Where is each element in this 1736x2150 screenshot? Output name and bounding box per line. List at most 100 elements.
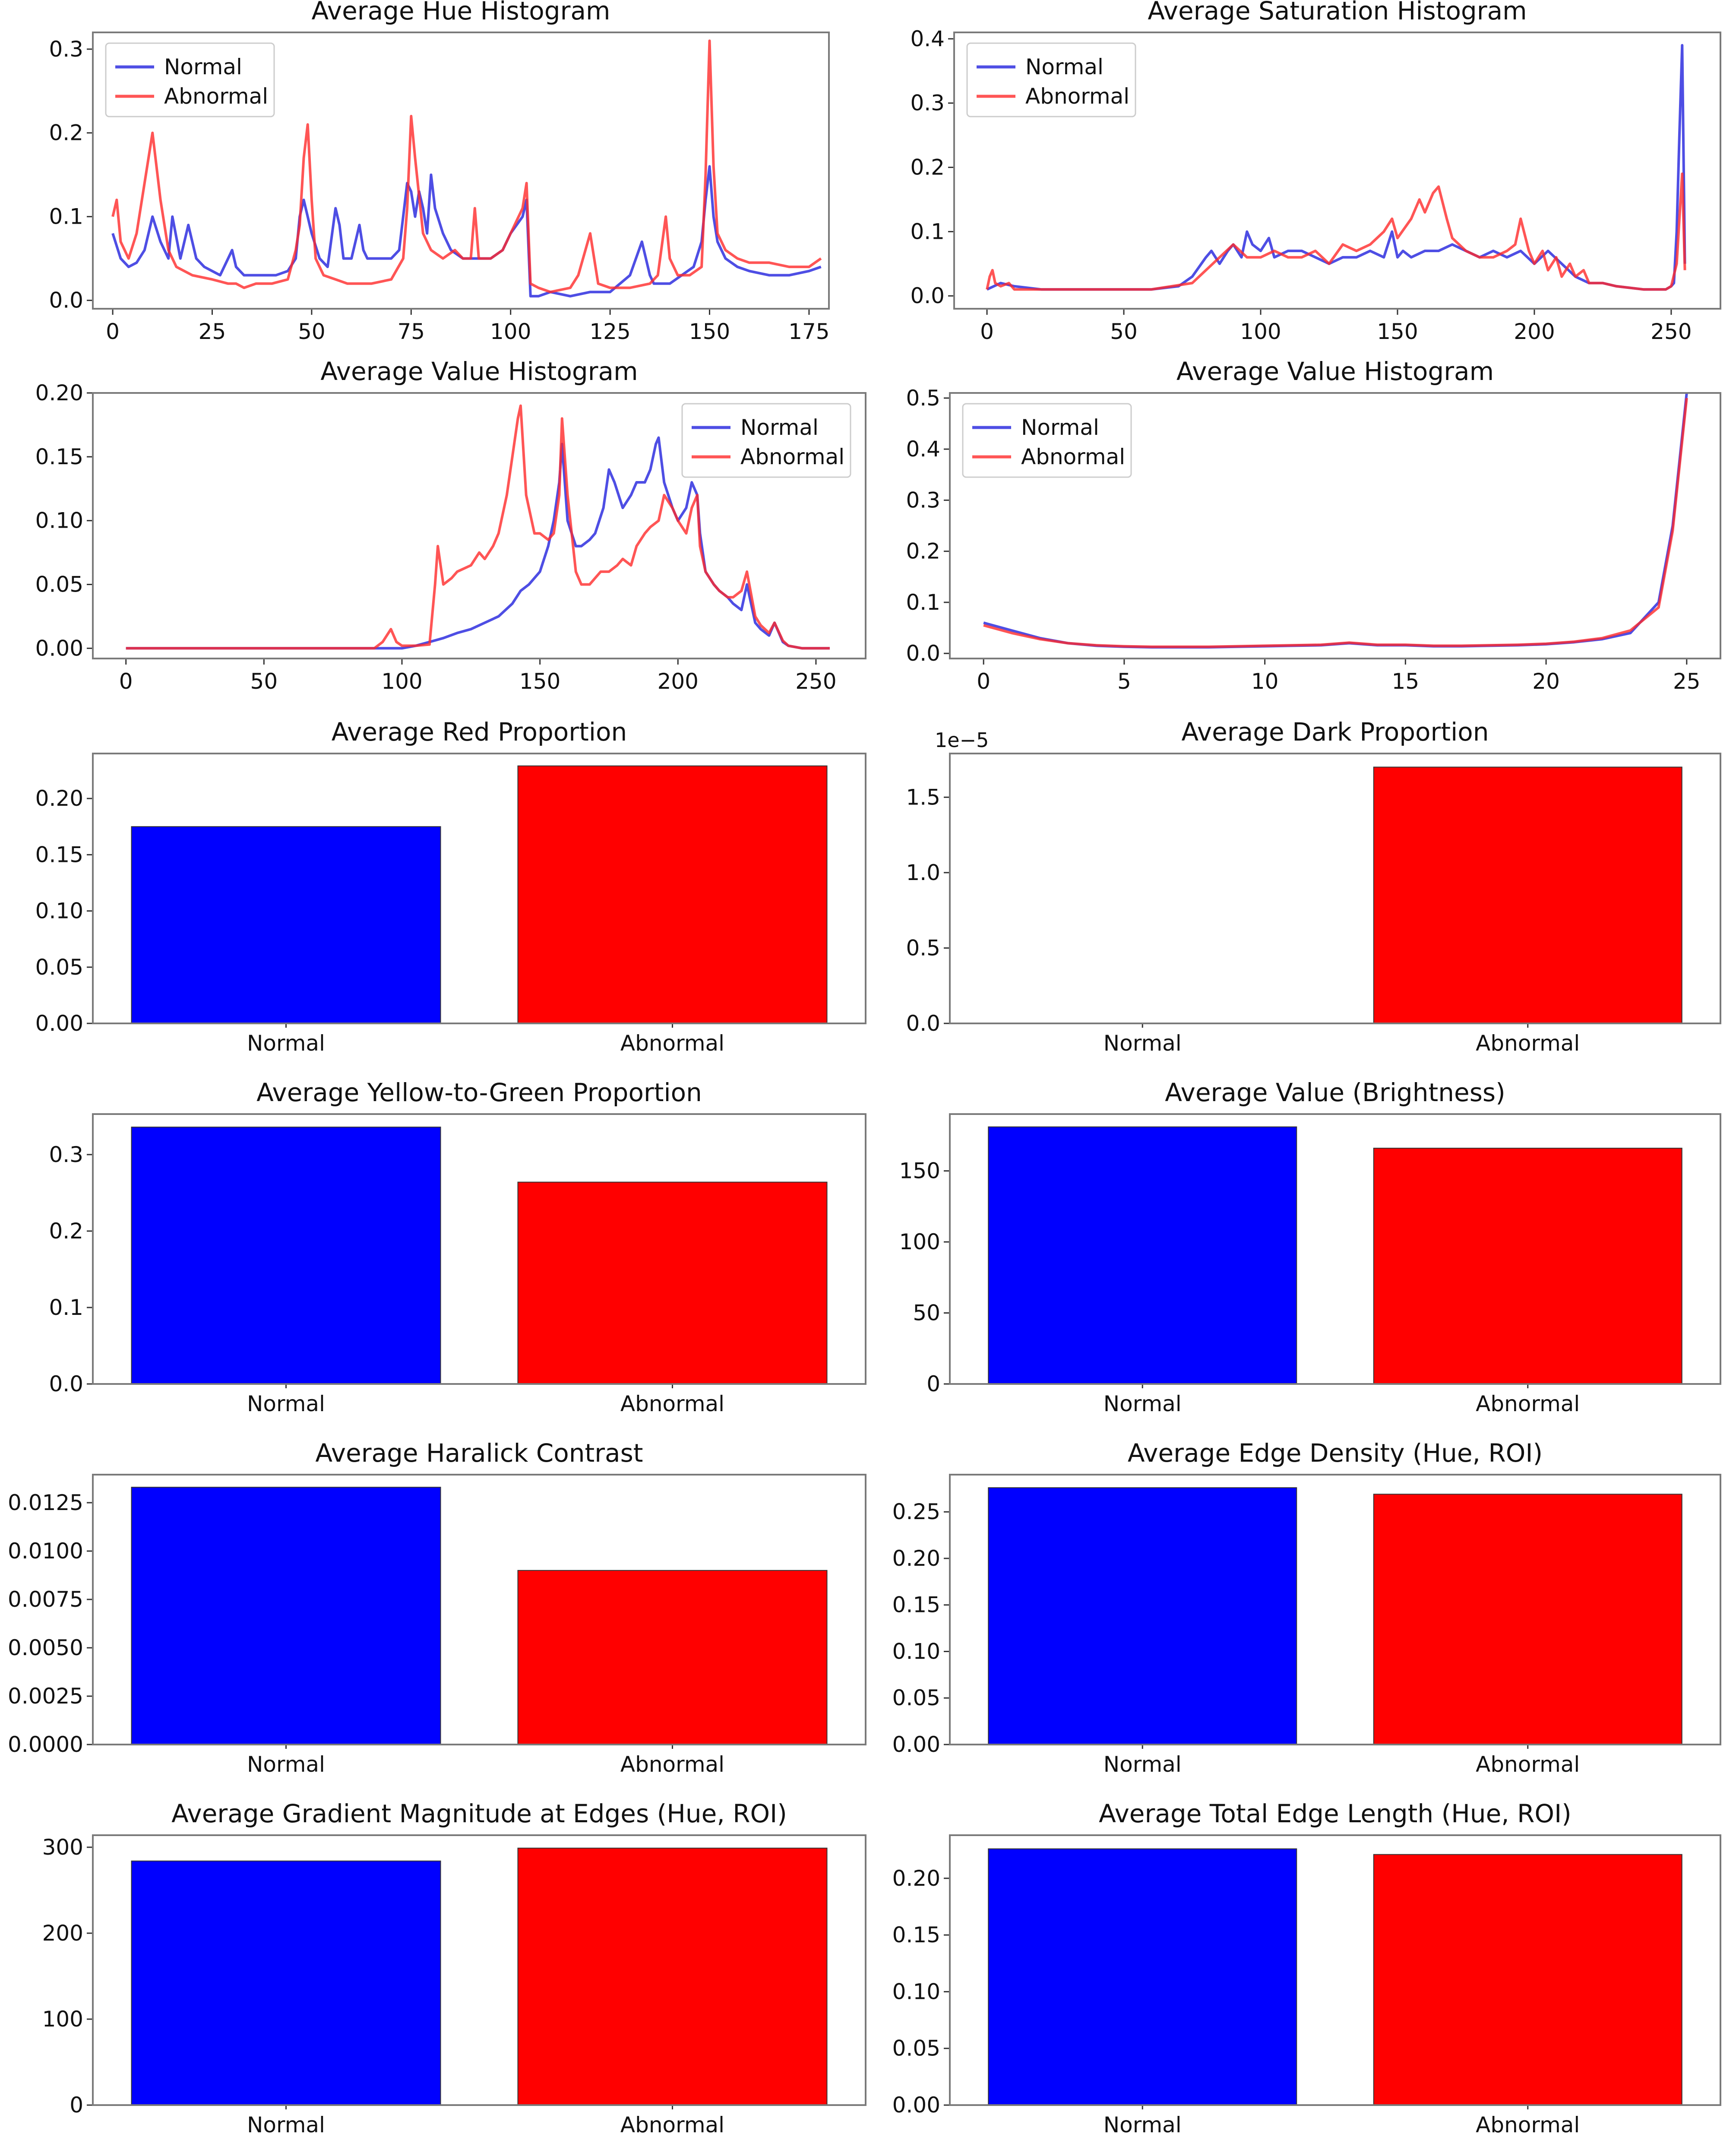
y-tick-label: 0.15 xyxy=(35,444,83,469)
plot-frame xyxy=(949,753,1721,1024)
plot-frame xyxy=(949,1474,1721,1745)
y-tick-label: 0.0025 xyxy=(8,1684,83,1709)
y-tick-label: 0.20 xyxy=(892,1866,940,1891)
y-tick-label: 0.0 xyxy=(910,283,945,308)
x-tick-label: 5 xyxy=(1117,669,1131,694)
bar-abnormal xyxy=(1373,766,1682,1024)
chart-ytg_prop: Average Yellow-to-Green Proportion 0.0 0.1… xyxy=(49,1078,866,1416)
y-tick-label: 0.00 xyxy=(892,2093,940,2118)
x-tick-label: 0 xyxy=(977,669,990,694)
x-tick-label: 20 xyxy=(1532,669,1560,694)
category-label: Abnormal xyxy=(1476,1391,1580,1416)
x-tick-label: 25 xyxy=(199,319,226,344)
chart-title: Average Value Histogram xyxy=(1176,357,1494,386)
chart-title: Average Saturation Histogram xyxy=(1148,0,1527,25)
category-label: Abnormal xyxy=(620,1031,724,1056)
x-tick-label: 0 xyxy=(980,319,994,344)
x-tick-label: 50 xyxy=(298,319,326,344)
y-tick-label: 0.1 xyxy=(906,590,940,615)
y-tick-label: 0.0100 xyxy=(8,1539,83,1564)
chart-gradient_mag: Average Gradient Magnitude at Edges (Hue… xyxy=(42,1799,866,2137)
chart-title: Average Red Proportion xyxy=(332,717,627,747)
chart-val_hist_256: Average Value Histogram 0.00 0.05 0.10 0.15 0… xyxy=(35,357,866,694)
y-tick-label: 0.3 xyxy=(49,1142,83,1167)
y-tick-label: 0 xyxy=(926,1371,940,1396)
y-tick-label: 0.00 xyxy=(35,636,83,661)
bar-abnormal xyxy=(517,1847,828,2106)
legend xyxy=(681,403,851,478)
bar-abnormal xyxy=(517,1181,828,1384)
plot-frame xyxy=(92,392,866,659)
y-tick-label: 0.05 xyxy=(35,955,83,980)
chart-title: Average Yellow-to-Green Proportion xyxy=(256,1078,702,1107)
y-tick-label: 0.3 xyxy=(906,488,940,513)
category-label: Normal xyxy=(247,1752,325,1777)
category-label: Normal xyxy=(247,1031,325,1056)
y-tick-label: 0.25 xyxy=(892,1499,940,1524)
chart-title: Average Haralick Contrast xyxy=(315,1438,643,1468)
y-tick-label: 0.10 xyxy=(892,1639,940,1664)
x-tick-label: 15 xyxy=(1392,669,1420,694)
y-tick-label: 100 xyxy=(42,2007,83,2032)
plot-frame xyxy=(949,392,1721,659)
y-tick-label: 0.1 xyxy=(49,1295,83,1320)
y-tick-label: 0.10 xyxy=(892,1979,940,2004)
y-tick-label: 0.05 xyxy=(35,572,83,597)
chart-brightness: Average Value (Brightness) 0 50 100 150 Norma… xyxy=(899,1078,1721,1416)
chart-title: Average Value (Brightness) xyxy=(1165,1078,1505,1107)
legend-label: Abnormal xyxy=(740,444,844,469)
chart-red_prop: Average Red Proportion 0.00 0.05 0.10 0.15 0.… xyxy=(35,717,866,1056)
bar-abnormal xyxy=(1373,1147,1682,1384)
series-line-abnormal xyxy=(126,404,830,650)
y-tick-label: 0.2 xyxy=(49,120,83,146)
category-label: Normal xyxy=(1104,1391,1182,1416)
x-tick-label: 50 xyxy=(1110,319,1138,344)
bar-normal xyxy=(131,1860,441,2106)
x-tick-label: 125 xyxy=(589,319,630,344)
legend-label: Normal xyxy=(164,54,242,79)
series-line-abnormal xyxy=(111,39,822,294)
y-tick-label: 0.10 xyxy=(35,899,83,924)
y-tick-label: 300 xyxy=(42,1835,83,1860)
plot-frame xyxy=(949,1834,1721,2106)
y-tick-label: 0.0 xyxy=(49,1371,83,1396)
category-label: Abnormal xyxy=(1476,2112,1580,2137)
y-tick-label: 0.00 xyxy=(35,1011,83,1036)
y-tick-label: 0.0000 xyxy=(8,1732,83,1757)
legend xyxy=(966,42,1136,117)
y-tick-label: 0.2 xyxy=(49,1219,83,1244)
category-label: Abnormal xyxy=(1476,1031,1580,1056)
y-tick-label: 0.0050 xyxy=(8,1635,83,1660)
chart-title: Average Total Edge Length (Hue, ROI) xyxy=(1099,1799,1572,1828)
category-label: Abnormal xyxy=(620,1752,724,1777)
series-line-normal xyxy=(111,165,822,298)
y-tick-label: 0.2 xyxy=(906,539,940,564)
y-tick-label: 0.15 xyxy=(35,842,83,867)
y-tick-label: 0.15 xyxy=(892,1593,940,1618)
chart-sat_hist: Average Saturation Histogram 0.0 0.1 0.2 0.3… xyxy=(910,0,1721,344)
category-label: Normal xyxy=(1104,2112,1182,2137)
y-tick-label: 0.5 xyxy=(906,935,940,960)
plot-frame xyxy=(92,32,830,310)
category-label: Abnormal xyxy=(620,2112,724,2137)
y-tick-label: 0.1 xyxy=(49,204,83,229)
bar-abnormal xyxy=(1373,1854,1682,2106)
legend-label: Abnormal xyxy=(1021,444,1125,469)
bar-normal xyxy=(988,1848,1297,2106)
y-tick-label: 0.0 xyxy=(906,641,940,666)
x-tick-label: 100 xyxy=(490,319,531,344)
plot-frame xyxy=(953,32,1721,310)
x-tick-label: 175 xyxy=(788,319,829,344)
plot-frame xyxy=(92,1474,866,1745)
legend xyxy=(962,403,1132,478)
y-tick-label: 0.3 xyxy=(49,37,83,62)
y-tick-label: 0.0 xyxy=(49,288,83,313)
plot-frame xyxy=(949,1113,1721,1385)
bar-abnormal xyxy=(1373,1494,1682,1745)
y-tick-label: 0.05 xyxy=(892,1685,940,1710)
bar-abnormal xyxy=(517,765,828,1024)
bar-normal xyxy=(131,1487,441,1745)
axis-multiplier: 1e−5 xyxy=(935,728,989,752)
legend-label: Abnormal xyxy=(1025,84,1129,109)
plot-frame xyxy=(92,1113,866,1385)
